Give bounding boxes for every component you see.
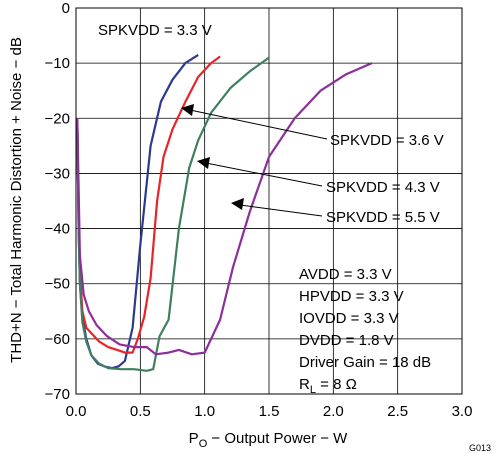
y-tick-label: −50 [45, 276, 70, 293]
condition-gain: Driver Gain = 18 dB [299, 354, 431, 371]
series-label-3v6: SPKVDD = 3.6 V [330, 132, 444, 149]
x-tick-label: 2.5 [387, 403, 408, 420]
y-tick-labels: 0 −10 −20 −30 −40 −50 −60 −70 [45, 0, 70, 403]
y-tick-label: −60 [45, 331, 70, 348]
condition-dvdd: DVDD = 1.8 V [299, 332, 394, 349]
x-axis-label: PO − Output Power − W [189, 430, 348, 450]
series-label-4v3: SPKVDD = 4.3 V [326, 179, 440, 196]
grid [75, 7, 463, 395]
x-tick-label: 0.0 [66, 403, 87, 420]
series-line-3 [76, 62, 373, 356]
y-tick-label: −40 [45, 221, 70, 238]
series-label-5v5: SPKVDD = 5.5 V [326, 209, 440, 226]
plot-frame [75, 7, 463, 395]
y-tick-label: −70 [45, 386, 70, 403]
condition-rl: RL = 8 Ω [299, 376, 357, 396]
arrow-3v6 [181, 104, 328, 140]
arrow-5v5 [231, 198, 323, 217]
x-tick-label: 1.0 [194, 403, 215, 420]
arrow-4v3 [197, 157, 323, 187]
condition-avdd: AVDD = 3.3 V [299, 266, 392, 283]
y-tick-label: −20 [45, 110, 70, 127]
y-tick-label: −10 [45, 55, 70, 72]
x-tick-label: 0.5 [130, 403, 151, 420]
figure-code: G013 [469, 443, 491, 453]
x-tick-label: 2.0 [323, 403, 344, 420]
conditions-block: AVDD = 3.3 V HPVDD = 3.3 V IOVDD = 3.3 V… [299, 266, 431, 396]
series-label-3v3: SPKVDD = 3.3 V [98, 22, 212, 39]
y-tick-label: −30 [45, 165, 70, 182]
y-tick-label: 0 [62, 0, 70, 17]
y-axis-label: THD+N − Total Harmonic Distortion + Nois… [8, 37, 25, 363]
series-line-2 [76, 56, 270, 372]
x-tick-labels: 0.0 0.5 1.0 1.5 2.0 2.5 3.0 [66, 403, 473, 420]
condition-iovdd: IOVDD = 3.3 V [299, 310, 399, 327]
series-line-1 [76, 55, 221, 354]
series-layer [76, 53, 373, 372]
condition-hpvdd: HPVDD = 3.3 V [299, 288, 404, 305]
x-tick-label: 1.5 [259, 403, 280, 420]
x-tick-label: 3.0 [452, 403, 473, 420]
